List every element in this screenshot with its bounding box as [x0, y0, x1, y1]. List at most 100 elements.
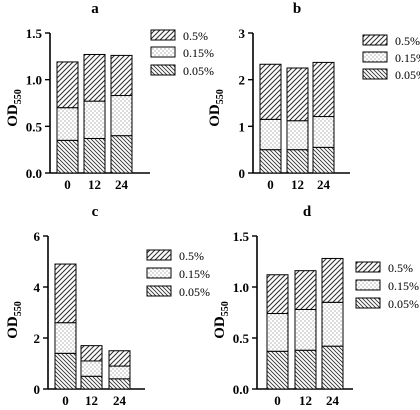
bar-segment-0-0.5%	[266, 274, 289, 315]
legend-label: 0.15%	[183, 46, 214, 60]
y-tick-label: 0.0	[233, 382, 249, 397]
bar-segment-0-0.05%	[56, 139, 79, 174]
bar-segment-0-0.15%	[56, 107, 79, 141]
bar-segment-12-0.5%	[83, 53, 106, 102]
x-tick-label: 12	[291, 177, 304, 192]
y-tick-label: 0	[239, 166, 246, 181]
x-tick-label: 24	[326, 393, 340, 408]
y-tick-label: 3	[239, 26, 246, 41]
bar-segment-0-0.15%	[266, 313, 289, 352]
legend-swatch	[362, 68, 388, 80]
legend-swatch	[362, 34, 388, 46]
bar-segment-12-0.15%	[294, 308, 317, 351]
x-tick-label: 0	[267, 177, 274, 192]
y-axis-label-main: OD	[5, 316, 21, 339]
bar-segment-0-0.05%	[266, 350, 289, 390]
legend-label: 0.05%	[183, 64, 214, 78]
legend-label: 0.05%	[395, 68, 420, 82]
panel-title: a	[91, 1, 99, 17]
x-tick-label: 0	[62, 393, 69, 408]
bar-segment-0-0.15%	[54, 322, 77, 354]
x-tick-label: 24	[115, 177, 129, 192]
y-tick-label: 0.0	[26, 166, 42, 181]
bar-segment-24-0.5%	[312, 61, 335, 118]
legend-swatch	[362, 51, 388, 63]
bar-segment-12-0.15%	[286, 120, 309, 151]
legend-label: 0.15%	[179, 267, 210, 281]
legend-label: 0.15%	[388, 279, 419, 293]
y-tick-label: 4	[34, 280, 41, 295]
y-axis-label: OD550	[5, 301, 24, 339]
y-axis-label: OD550	[5, 89, 24, 127]
panel-title: b	[293, 1, 301, 17]
x-tick-label: 0	[274, 393, 281, 408]
legend-swatch	[146, 267, 172, 279]
y-axis-label-subscript: 550	[13, 301, 24, 316]
bar-segment-12-0.05%	[80, 375, 103, 390]
legend-swatch	[146, 285, 172, 297]
bar-segment-12-0.5%	[80, 345, 103, 362]
y-tick-label: 6	[34, 229, 41, 244]
y-axis-label-main: OD	[5, 104, 21, 127]
legend-swatch	[150, 46, 176, 58]
chart-panel-d: d OD550 0.0 0.5 1.0 1.5 0 12 24 0.5% 0.15% 0.05%	[212, 204, 419, 408]
bar-segment-12-0.05%	[83, 137, 106, 174]
legend-swatch	[150, 29, 176, 41]
y-axis-label-main: OD	[212, 316, 228, 339]
bar-segment-12-0.15%	[80, 360, 103, 377]
y-axis-label-main: OD	[207, 104, 223, 127]
y-tick-label: 1.0	[233, 280, 249, 295]
legend-swatch	[355, 297, 381, 309]
bar-segment-24-0.15%	[108, 365, 131, 380]
legend-label: 0.5%	[183, 29, 208, 43]
legend-label: 0.05%	[388, 297, 419, 311]
legend-label: 0.5%	[395, 34, 420, 48]
bar-segment-0-0.05%	[259, 149, 282, 174]
y-axis-label-subscript: 550	[13, 89, 24, 104]
bar-segment-0-0.15%	[259, 118, 282, 151]
bar-segment-12-0.05%	[286, 149, 309, 174]
legend-label: 0.15%	[395, 51, 420, 65]
y-tick-label: 0.5	[26, 119, 43, 134]
y-axis-label: OD550	[207, 89, 226, 127]
bar-segment-24-0.05%	[110, 135, 133, 174]
bar-segment-0-0.5%	[259, 63, 282, 120]
bar-segment-24-0.5%	[321, 257, 344, 303]
legend-label: 0.5%	[179, 249, 204, 263]
bar-segment-0-0.5%	[56, 61, 79, 109]
panel-title: d	[303, 204, 312, 220]
bar-segment-24-0.5%	[110, 54, 133, 97]
bar-segment-24-0.05%	[108, 378, 131, 390]
x-tick-label: 24	[317, 177, 331, 192]
legend-swatch	[355, 279, 381, 291]
y-axis-label-subscript: 550	[220, 301, 231, 316]
bar-segment-12-0.15%	[83, 100, 106, 139]
y-axis-label-subscript: 550	[215, 89, 226, 104]
bar-segment-0-0.05%	[54, 352, 77, 390]
y-tick-label: 2	[239, 73, 246, 88]
legend-swatch	[355, 261, 381, 273]
bar-segment-24-0.15%	[312, 116, 335, 148]
bar-segment-24-0.05%	[312, 146, 335, 174]
bar-segment-24-0.15%	[110, 95, 133, 137]
x-tick-label: 24	[113, 393, 127, 408]
legend-swatch	[146, 249, 172, 261]
y-tick-label: 0.5	[233, 331, 250, 346]
bar-segment-24-0.15%	[321, 301, 344, 347]
chart-panel-a: a OD550 0.0 0.5 1.0 1.5 0 12 24 0.5% 0.15% 0.05%	[5, 1, 214, 192]
x-tick-label: 12	[299, 393, 312, 408]
bar-segment-0-0.5%	[54, 263, 77, 324]
y-tick-label: 0	[34, 382, 41, 397]
y-axis-label: OD550	[212, 301, 231, 339]
bar-segment-12-0.5%	[286, 67, 309, 122]
legend-label: 0.5%	[388, 261, 413, 275]
bar-segment-24-0.05%	[321, 345, 344, 390]
panel-title: c	[92, 204, 99, 220]
y-tick-label: 1.5	[26, 26, 43, 41]
bar-segment-12-0.5%	[294, 270, 317, 310]
y-tick-label: 1.5	[233, 229, 250, 244]
y-tick-label: 2	[34, 331, 41, 346]
